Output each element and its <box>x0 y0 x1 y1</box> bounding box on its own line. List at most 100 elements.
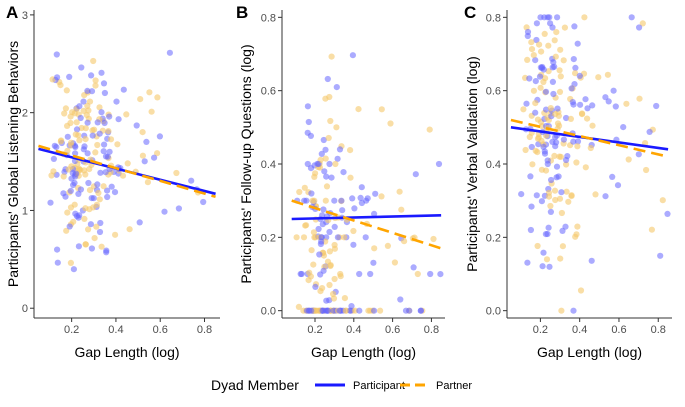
point-partner <box>530 87 538 94</box>
point-participant <box>84 119 91 126</box>
point-participant <box>536 73 544 80</box>
point-participant <box>550 59 557 66</box>
point-participant <box>51 142 58 149</box>
point-participant <box>308 307 315 314</box>
point-participant <box>316 251 323 258</box>
point-participant <box>417 307 424 314</box>
point-participant <box>331 197 338 204</box>
point-participant <box>88 88 96 95</box>
point-participant <box>324 75 331 83</box>
point-partner <box>391 259 398 266</box>
point-partner <box>573 159 580 166</box>
point-participant <box>53 51 60 58</box>
point-partner <box>154 150 161 157</box>
point-partner <box>556 88 564 95</box>
point-participant <box>304 103 311 110</box>
point-partner <box>568 192 575 199</box>
point-partner <box>326 93 333 101</box>
point-participant <box>101 89 108 97</box>
point-partner <box>558 209 566 217</box>
point-partner <box>98 243 105 250</box>
point-partner <box>57 138 64 145</box>
point-partner <box>581 14 588 21</box>
point-participant <box>574 40 581 47</box>
point-participant <box>80 98 87 105</box>
point-partner <box>545 68 552 75</box>
point-partner <box>85 107 92 114</box>
point-partner <box>296 188 303 196</box>
point-partner <box>537 84 544 91</box>
point-participant <box>75 190 82 197</box>
point-partner <box>563 188 570 195</box>
point-partner <box>625 156 632 163</box>
point-participant <box>437 271 444 278</box>
point-participant <box>364 195 371 202</box>
point-partner <box>312 234 319 241</box>
point-participant <box>156 133 163 140</box>
point-participant <box>113 98 120 105</box>
y-axis-title: Participants' Verbal Validation (log) <box>464 56 480 272</box>
point-partner <box>538 48 545 55</box>
point-participant <box>111 189 119 196</box>
point-participant <box>67 187 74 194</box>
y-tick-label: 0.6 <box>261 86 276 98</box>
point-partner <box>60 173 67 180</box>
point-participant <box>358 184 365 191</box>
panel-letter: B <box>236 3 248 22</box>
point-partner <box>94 141 101 149</box>
point-participant <box>543 106 550 113</box>
point-partner <box>61 110 68 117</box>
point-participant <box>576 72 583 79</box>
point-partner <box>65 166 72 173</box>
point-participant <box>340 169 347 176</box>
point-participant <box>120 86 127 93</box>
point-participant <box>356 307 363 314</box>
point-participant <box>188 177 195 184</box>
fit-line-partner <box>38 144 216 199</box>
point-partner <box>81 215 88 222</box>
point-partner <box>148 108 155 115</box>
point-partner <box>81 92 88 99</box>
point-participant <box>101 119 108 127</box>
point-participant <box>98 69 105 76</box>
point-partner <box>534 242 541 250</box>
point-participant <box>564 153 571 160</box>
point-partner <box>545 193 553 200</box>
point-partner <box>556 153 563 160</box>
point-participant <box>96 130 103 137</box>
x-axis-title: Gap Length (log) <box>74 344 179 360</box>
point-partner <box>322 197 329 204</box>
point-participant <box>636 24 643 31</box>
point-participant <box>70 181 77 189</box>
point-participant <box>334 234 341 241</box>
point-participant <box>94 181 101 188</box>
point-partner <box>317 288 324 295</box>
point-partner <box>57 82 64 89</box>
point-participant <box>532 78 539 85</box>
point-participant <box>350 241 357 248</box>
panel-B: 0.2 0.4 0.6 0.8 0.0 0.2 0.4 0.6 0.8 Gap Length (l… <box>236 3 445 360</box>
point-participant <box>614 182 622 189</box>
point-participant <box>540 143 547 150</box>
point-participant <box>349 52 356 59</box>
point-participant <box>602 94 609 101</box>
x-tick-label: 0.2 <box>307 324 322 336</box>
point-partner <box>378 106 385 113</box>
point-participant <box>84 87 91 94</box>
point-partner <box>387 120 394 127</box>
point-partner <box>592 191 599 198</box>
legend: Dyad Member Participant Partner <box>211 377 472 393</box>
point-partner <box>524 56 531 64</box>
point-partner <box>371 245 378 252</box>
point-participant <box>166 49 173 56</box>
point-partner <box>561 24 569 31</box>
point-partner <box>341 234 348 241</box>
point-partner <box>100 183 107 190</box>
x-tick-label: 0.8 <box>197 324 212 336</box>
point-participant <box>143 138 150 145</box>
point-participant <box>558 189 565 196</box>
y-tick-label: 0.4 <box>486 159 501 171</box>
point-partner <box>558 307 565 314</box>
point-partner <box>551 152 558 159</box>
point-partner <box>538 137 545 144</box>
